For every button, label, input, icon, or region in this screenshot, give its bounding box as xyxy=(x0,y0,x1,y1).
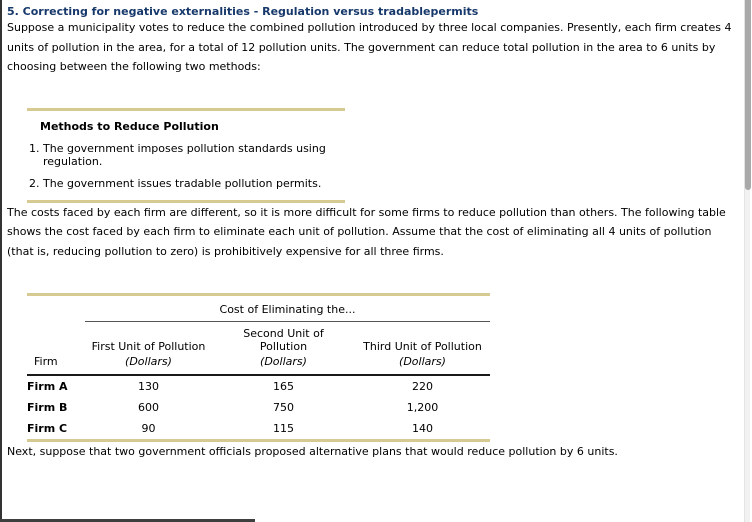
question-content: 5. Correcting for negative externalities… xyxy=(2,0,742,462)
firm-b-first-unit-cost: 600 xyxy=(138,401,159,414)
table-group-header-row: Cost of Eliminating the... xyxy=(27,294,490,322)
table-row-firm-a: Firm A 130 165 220 xyxy=(27,375,490,397)
firm-b-third-unit-cost: 1,200 xyxy=(406,401,439,414)
table-row-firm-c: Firm C 90 115 140 xyxy=(27,418,490,441)
closing-paragraph: Next, suppose that two government offici… xyxy=(7,445,618,458)
table-group-header: Cost of Eliminating the... xyxy=(85,294,490,322)
page-left-frame-edge xyxy=(0,0,2,522)
methods-box: Methods to Reduce Pollution The governme… xyxy=(27,107,345,203)
table-empty-corner-cell xyxy=(27,295,85,322)
column-header-first-unit: First Unit of Pollution xyxy=(91,340,206,353)
units-label-third: (Dollars) xyxy=(355,353,490,376)
table-row-firm-b: Firm B 600 750 1,200 xyxy=(27,397,490,418)
firm-name: Firm B xyxy=(27,401,68,414)
vertical-scrollbar-track[interactable] xyxy=(744,0,751,522)
row-header-firm: Firm xyxy=(27,353,85,376)
firm-a-second-unit-cost: 165 xyxy=(273,380,294,393)
intro-paragraph: Suppose a municipality votes to reduce t… xyxy=(7,21,732,73)
cost-table: Cost of Eliminating the... First Unit of… xyxy=(27,293,490,442)
firm-name: Firm A xyxy=(27,380,68,393)
horizontal-scrollbar-thumb[interactable] xyxy=(0,519,255,522)
table-units-row: Firm (Dollars) (Dollars) (Dollars) xyxy=(27,353,490,376)
firm-b-second-unit-cost: 750 xyxy=(273,401,294,414)
units-label-second: (Dollars) xyxy=(212,353,355,376)
firm-name: Firm C xyxy=(27,422,68,435)
table-column-header-row: First Unit of Pollution Second Unit of P… xyxy=(27,322,490,354)
firm-c-third-unit-cost: 140 xyxy=(412,422,433,435)
units-label-first: (Dollars) xyxy=(85,353,212,376)
firm-a-first-unit-cost: 130 xyxy=(138,380,159,393)
table-empty-cell xyxy=(27,322,85,354)
methods-box-heading: Methods to Reduce Pollution xyxy=(40,119,219,133)
column-header-second-unit: Second Unit of Pollution xyxy=(243,327,324,353)
firm-c-second-unit-cost: 115 xyxy=(273,422,294,435)
question-title: 5. Correcting for negative externalities… xyxy=(7,5,479,18)
firm-c-first-unit-cost: 90 xyxy=(141,422,156,435)
vertical-scrollbar-thumb[interactable] xyxy=(745,0,751,190)
methods-list-item-permits: The government issues tradable pollution… xyxy=(43,177,345,190)
column-header-third-unit: Third Unit of Pollution xyxy=(363,340,482,353)
costs-paragraph: The costs faced by each firm are differe… xyxy=(7,205,726,258)
firm-a-third-unit-cost: 220 xyxy=(412,380,433,393)
methods-list-item-regulation: The government imposes pollution standar… xyxy=(43,142,345,168)
methods-list: The government imposes pollution standar… xyxy=(27,142,345,190)
